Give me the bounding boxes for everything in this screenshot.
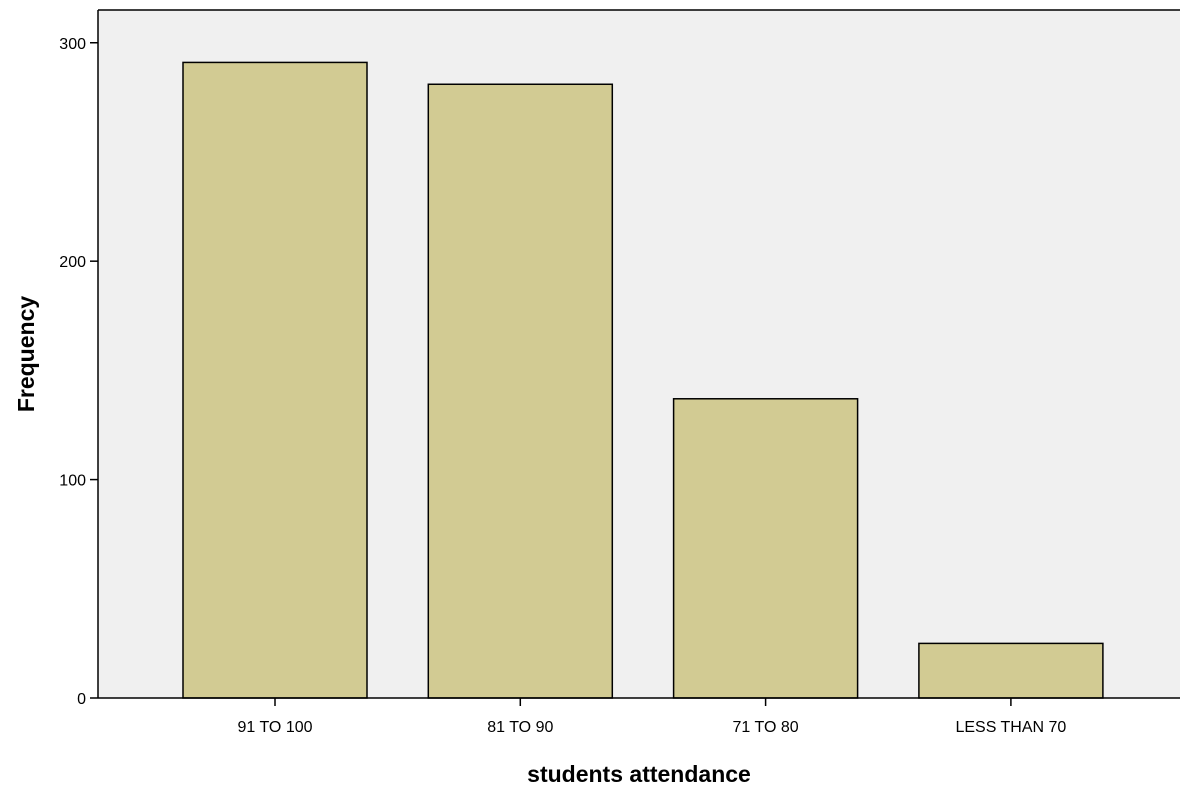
y-axis-ticks: 0 100 200 300 [59,36,98,708]
bars [182,61,1104,699]
x-axis-title: students attendance [527,761,751,787]
y-axis-title: Frequency [13,296,39,413]
x-tick-label: 91 TO 100 [237,719,312,736]
x-tick-label: 81 TO 90 [487,719,553,736]
y-tick-label: 100 [59,473,86,490]
x-tick-label: LESS THAN 70 [955,719,1066,736]
bar [182,61,368,699]
y-tick-label: 0 [77,691,86,708]
x-tick-label: 71 TO 80 [733,719,799,736]
bar [427,83,614,699]
bar [672,398,859,699]
y-tick-label: 300 [59,36,86,53]
x-axis-ticks: 91 TO 100 81 TO 90 71 TO 80 LESS THAN 70 [237,698,1066,736]
bar [918,642,1104,699]
y-tick-label: 200 [59,254,86,271]
